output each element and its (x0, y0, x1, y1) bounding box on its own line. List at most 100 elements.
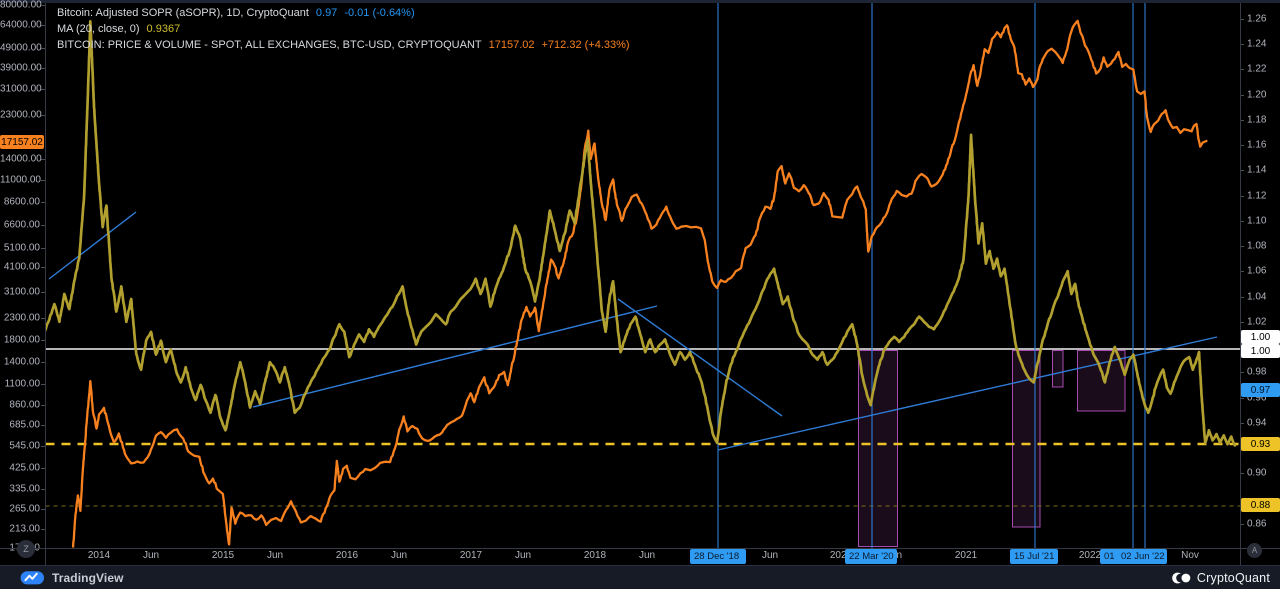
price-tick-mark (41, 248, 45, 250)
price-tick-mark (41, 528, 45, 530)
chart-canvas[interactable] (0, 0, 1280, 548)
sopr-tick-label: 0.86 (1247, 518, 1267, 530)
sopr-tick-mark (1240, 246, 1244, 247)
top-strip (0, 0, 1280, 3)
time-tick-label: 2021 (954, 550, 978, 561)
tradingview-attribution[interactable]: TradingView (20, 570, 124, 586)
sopr-tick-mark (1240, 119, 1244, 121)
sopr-tick-label: 0.96 (1247, 392, 1267, 403)
sopr-tick-mark (1240, 422, 1244, 424)
sopr-tick-mark (1240, 473, 1244, 475)
price-tick-mark (41, 225, 45, 227)
sopr-tick-label: 1.02 (1247, 316, 1267, 328)
price-tick-mark (41, 405, 45, 407)
price-tick-mark (41, 425, 45, 427)
price-tick-mark (41, 318, 45, 320)
price-tick-mark (41, 5, 45, 7)
sopr-level-badge: 1.00 (1241, 330, 1280, 344)
price-tick-label: 11000.00 (0, 174, 41, 186)
price-tick-mark (41, 292, 45, 294)
time-tick-label: 2020 (829, 550, 853, 561)
event-date-badge: 28 Dec '18 (690, 549, 746, 564)
sopr-tick-mark (1240, 69, 1244, 71)
sopr-tick-mark (1240, 397, 1244, 399)
sopr-tick-mark (1240, 321, 1244, 323)
price-tick-label: 2300.00 (3, 312, 40, 324)
event-date-badge: 22 Mar '20 (845, 549, 897, 564)
time-tick-label: 2014 (87, 550, 111, 561)
price-series-title: BITCOIN: PRICE & VOLUME - SPOT, ALL EXCH… (57, 39, 482, 51)
sopr-tick-mark (1240, 145, 1244, 146)
sopr-tick-label: 1.12 (1247, 190, 1267, 201)
price-tick-label: 1800.00 (3, 334, 40, 346)
price-axis-border (45, 3, 46, 565)
price-tick-label: 1100.00 (4, 378, 40, 390)
sopr-tick-label: 0.90 (1247, 467, 1267, 479)
price-tick-mark (41, 48, 45, 50)
price-tick-label: 3100.00 (3, 286, 40, 298)
sopr-tick-label: 0.98 (1247, 366, 1267, 378)
sopr-tick-mark (1240, 220, 1244, 222)
chart-legend: Bitcoin: Adjusted SOPR (aSOPR), 1D, Cryp… (57, 5, 630, 53)
sopr-tick-label: 1.04 (1247, 291, 1267, 302)
time-tick-label: Jun (390, 550, 408, 561)
price-tick-label: 425.00 (9, 462, 40, 473)
time-tick-label: Jun (761, 550, 779, 561)
price-change: +712.32 (+4.33%) (541, 39, 630, 51)
sopr-level-badge: 0.88 (1241, 498, 1280, 512)
price-tick-mark (41, 115, 45, 117)
price-tick-label: 64000.00 (0, 19, 42, 31)
price-tick-label: 49000.00 (0, 42, 42, 54)
legend-row-ma[interactable]: MA (20, close, 0) 0.9367 (57, 21, 630, 37)
ma-last-value: 0.9367 (146, 23, 181, 35)
time-tick-label: Jun (142, 550, 160, 561)
legend-row-asopr[interactable]: Bitcoin: Adjusted SOPR (aSOPR), 1D, Cryp… (57, 5, 630, 21)
legend-row-price[interactable]: BITCOIN: PRICE & VOLUME - SPOT, ALL EXCH… (57, 37, 630, 53)
sopr-tick-mark (1240, 271, 1244, 273)
sopr-tick-label: 1.08 (1247, 240, 1267, 252)
tradingview-icon (20, 570, 44, 584)
price-tick-mark (41, 267, 45, 269)
sopr-tick-mark (1240, 296, 1244, 298)
sopr-tick-label: 1.24 (1247, 38, 1267, 50)
asopr-last-value: 0.97 (315, 7, 338, 19)
time-tick-label: 2015 (211, 550, 235, 561)
timezone-button[interactable]: Z (17, 540, 35, 558)
ma-title: MA (20, close, 0) (57, 23, 140, 35)
price-tick-label: 860.00 (9, 399, 40, 411)
sopr-tick-label: 1.20 (1247, 89, 1267, 100)
sopr-tick-mark (1240, 372, 1244, 374)
price-tick-label: 1400.00 (3, 356, 40, 368)
time-tick-label: Jun (638, 550, 656, 561)
price-tick-label: 14000.00 (0, 153, 42, 165)
price-tick-mark (41, 488, 45, 490)
price-tick-mark (41, 509, 45, 511)
sopr-tick-label: 1.26 (1247, 13, 1267, 25)
price-tick-mark (41, 68, 45, 70)
price-tick-mark (41, 467, 45, 469)
sopr-level-badge: 1.00 (1241, 344, 1280, 358)
sopr-tick-label: 1.18 (1247, 114, 1267, 126)
trendline (617, 298, 783, 417)
event-date-badge: 02 Jun '22 (1117, 549, 1167, 564)
price-tick-label: 39000.00 (0, 62, 42, 74)
price-tick-label: 31000.00 (0, 83, 42, 95)
sopr-tick-mark (1240, 195, 1244, 197)
sopr-tick-mark (1240, 94, 1244, 96)
event-date-badge: 15 Jul '21 (1010, 549, 1058, 564)
sopr-tick-label: 1.06 (1247, 265, 1267, 277)
sopr-tick-label: 0.94 (1247, 417, 1267, 429)
time-tick-label: 2022 (1078, 550, 1102, 561)
auto-scale-button[interactable]: A (1247, 543, 1262, 558)
time-axis-border (0, 548, 1280, 549)
tradingview-label: TradingView (52, 570, 124, 585)
price-tick-mark (41, 88, 45, 90)
price-tick-mark (41, 180, 45, 182)
asopr-series-title: Bitcoin: Adjusted SOPR (aSOPR), 1D, Cryp… (57, 7, 309, 19)
time-tick-label: Jun (266, 550, 284, 561)
sopr-level-badge: 0.97 (1241, 383, 1280, 397)
price-tick-label: 685.00 (9, 419, 40, 431)
cryptoquant-label: CryptoQuant (1196, 570, 1270, 585)
time-tick-label: Nov (1181, 550, 1199, 561)
